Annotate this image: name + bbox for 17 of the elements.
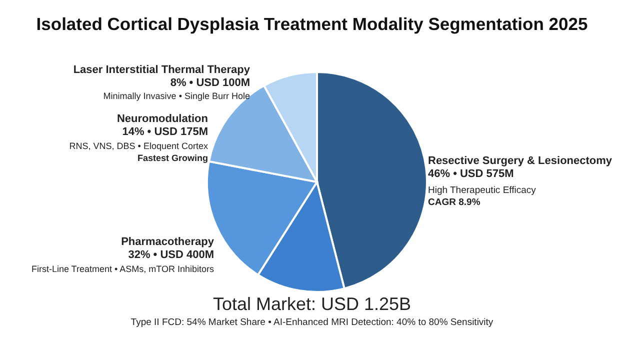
- text: Minimally Invasive • Single Burr Hole: [103, 91, 250, 102]
- text: First-Line Treatment • ASMs, mTOR Inhibitors: [31, 264, 214, 274]
- text: 32% • USD 400M: [128, 249, 214, 262]
- slice-label: Neuromodulation: [116, 113, 208, 126]
- text: 8% • USD 100M: [170, 77, 250, 90]
- text: Type II FCD: 54% Market Share • AI-Enhanced MRI Detection: 40% to 80% Sensitivity: [130, 317, 494, 329]
- slice-label: Laser Interstitial Thermal Therapy: [73, 64, 250, 77]
- text: 46% • USD 575M: [428, 168, 514, 181]
- text: RNS, VNS, DBS • Eloquent Cortex: [69, 141, 208, 152]
- text: Fastest Growing: [137, 153, 208, 164]
- text: CAGR 8.9%: [428, 197, 480, 209]
- text: 14% • USD 175M: [122, 126, 208, 139]
- text: Total Market: USD 1.25B: [212, 294, 412, 315]
- slice-label: Resective Surgery & Lesionectomy: [428, 155, 612, 168]
- slice-label: Pharmacotherapy: [121, 236, 214, 249]
- chart-title: Isolated Cortical Dysplasia Treatment Modality Segmentation 2025: [35, 14, 589, 35]
- text: High Therapeutic Efficacy: [428, 185, 536, 197]
